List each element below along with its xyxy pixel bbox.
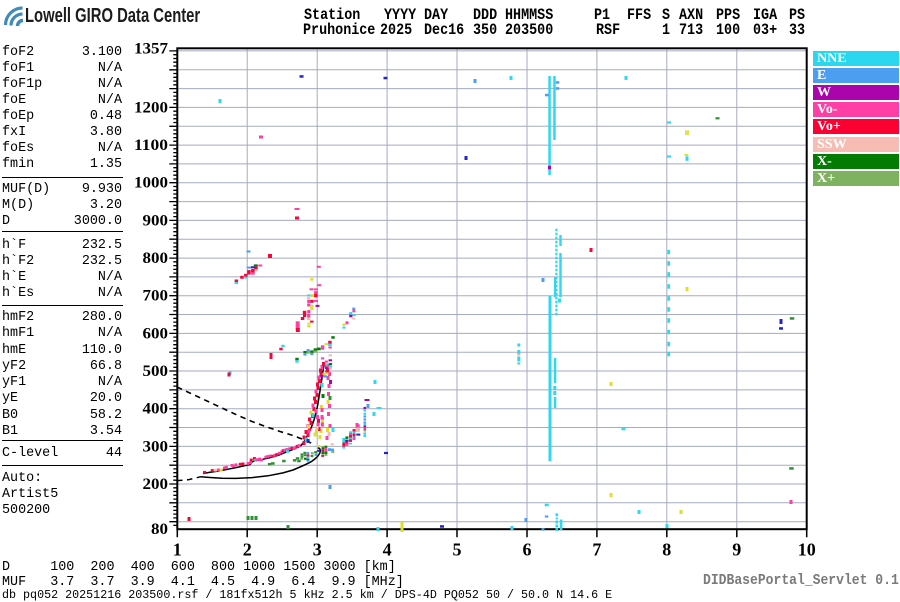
svg-text:300: 300 bbox=[143, 438, 169, 455]
svg-text:1100: 1100 bbox=[134, 137, 168, 154]
svg-text:400: 400 bbox=[143, 401, 169, 418]
svg-text:200: 200 bbox=[143, 476, 169, 493]
svg-text:4: 4 bbox=[383, 540, 392, 560]
svg-text:3: 3 bbox=[313, 540, 322, 560]
svg-text:600: 600 bbox=[143, 325, 169, 342]
svg-text:700: 700 bbox=[143, 288, 169, 305]
svg-text:9: 9 bbox=[732, 540, 741, 560]
svg-text:500: 500 bbox=[143, 363, 169, 380]
svg-text:1000: 1000 bbox=[134, 175, 168, 192]
svg-text:1: 1 bbox=[173, 540, 182, 560]
svg-text:5: 5 bbox=[453, 540, 462, 560]
svg-text:800: 800 bbox=[143, 250, 169, 267]
svg-text:6: 6 bbox=[523, 540, 532, 560]
svg-text:8: 8 bbox=[662, 540, 671, 560]
svg-text:2: 2 bbox=[243, 540, 252, 560]
svg-text:7: 7 bbox=[592, 540, 601, 560]
svg-text:900: 900 bbox=[143, 212, 169, 229]
svg-text:1357: 1357 bbox=[134, 41, 168, 58]
svg-text:1200: 1200 bbox=[134, 99, 168, 116]
svg-text:80: 80 bbox=[151, 521, 168, 538]
svg-text:10: 10 bbox=[798, 540, 816, 560]
